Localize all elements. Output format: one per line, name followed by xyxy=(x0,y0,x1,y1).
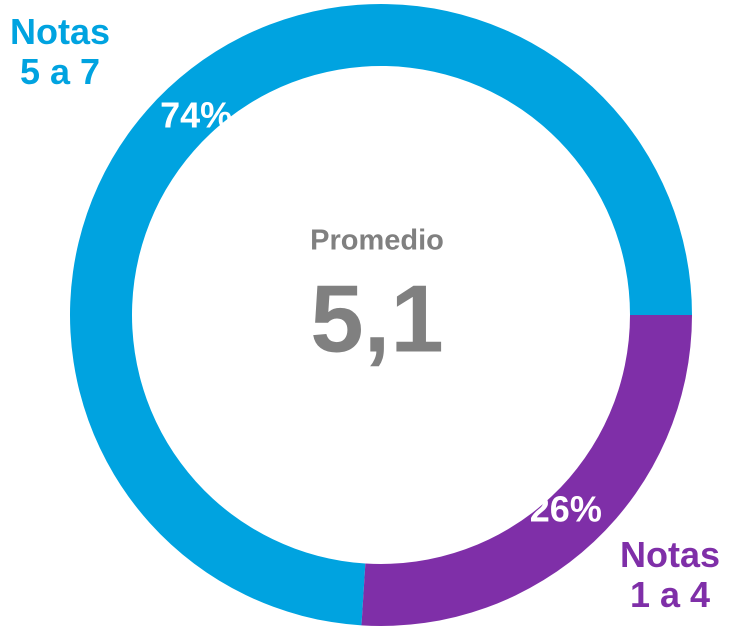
value-label: 74% xyxy=(160,95,232,136)
center-title: Promedio xyxy=(310,225,444,257)
center-value: 5,1 xyxy=(310,265,443,372)
category-label: Notas 5 a 7 xyxy=(10,11,111,92)
slice xyxy=(361,315,692,626)
category-label: Notas 1 a 4 xyxy=(620,534,721,615)
value-label: 26% xyxy=(530,488,602,529)
